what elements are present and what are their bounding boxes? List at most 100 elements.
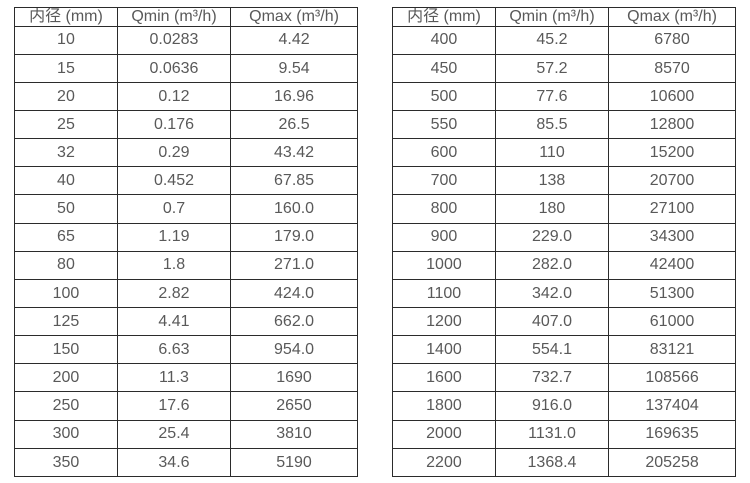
- table-row: 2000 1131.0 169635: [392, 419, 736, 449]
- table-row: 1200 407.0 61000: [392, 306, 736, 337]
- table-cell: 4.42: [230, 25, 358, 55]
- table-cell: 1800: [392, 391, 496, 421]
- table-cell: 0.452: [116, 166, 232, 196]
- flow-table-large-diameters: 内径 (mm) Qmin (m³/h) Qmax (m³/h) 400 45.2 6…: [392, 7, 736, 478]
- table-row: 300 25.4 3810: [14, 419, 358, 449]
- table-cell: 550: [392, 110, 496, 140]
- table-row: 10 0.0283 4.42: [14, 25, 358, 55]
- table-row: 900 229.0 34300: [392, 222, 736, 252]
- column-header-qmax: Qmax (m³/h): [608, 7, 736, 27]
- table-cell: 1000: [392, 250, 496, 280]
- table-cell: 125: [14, 306, 118, 337]
- table-cell: 500: [392, 81, 496, 112]
- table-cell: 424.0: [230, 278, 358, 309]
- table-cell: 169635: [608, 419, 736, 449]
- table-cell: 45.2: [494, 25, 610, 55]
- table-cell: 200: [14, 363, 118, 393]
- table-row: 700 138 20700: [392, 166, 736, 196]
- table-row: 450 57.2 8570: [392, 53, 736, 83]
- table-cell: 25: [14, 110, 118, 140]
- table-row: 1400 554.1 83121: [392, 335, 736, 365]
- table-cell: 916.0: [494, 391, 610, 421]
- table-row: 32 0.29 43.42: [14, 138, 358, 168]
- table-cell: 179.0: [230, 222, 358, 252]
- table-cell: 12800: [608, 110, 736, 140]
- table-cell: 1600: [392, 363, 496, 393]
- table-row: 500 77.6 10600: [392, 81, 736, 112]
- table-cell: 2200: [392, 447, 496, 478]
- table-cell: 34.6: [116, 447, 232, 478]
- table-cell: 150: [14, 335, 118, 365]
- table-row: 1800 916.0 137404: [392, 391, 736, 421]
- table-cell: 1.8: [116, 250, 232, 280]
- table-cell: 20700: [608, 166, 736, 196]
- table-cell: 1131.0: [494, 419, 610, 449]
- column-header-diameter: 内径 (mm): [392, 7, 496, 27]
- table-cell: 0.0636: [116, 53, 232, 83]
- column-header-qmin: Qmin (m³/h): [494, 7, 610, 27]
- table-cell: 700: [392, 166, 496, 196]
- table-header-row: 内径 (mm) Qmin (m³/h) Qmax (m³/h): [14, 7, 358, 27]
- table-cell: 600: [392, 138, 496, 168]
- table-cell: 32: [14, 138, 118, 168]
- table-cell: 1200: [392, 306, 496, 337]
- table-cell: 51300: [608, 278, 736, 309]
- table-row: 65 1.19 179.0: [14, 222, 358, 252]
- table-cell: 15: [14, 53, 118, 83]
- table-cell: 0.7: [116, 194, 232, 224]
- table-cell: 229.0: [494, 222, 610, 252]
- table-cell: 26.5: [230, 110, 358, 140]
- table-cell: 138: [494, 166, 610, 196]
- table-cell: 5190: [230, 447, 358, 478]
- table-cell: 350: [14, 447, 118, 478]
- table-cell: 20: [14, 81, 118, 112]
- table-cell: 61000: [608, 306, 736, 337]
- table-cell: 65: [14, 222, 118, 252]
- table-cell: 554.1: [494, 335, 610, 365]
- table-cell: 83121: [608, 335, 736, 365]
- table-body: 10 0.0283 4.42 15 0.0636 9.54 20 0.12 16.96 25 0.1…: [14, 25, 358, 478]
- table-cell: 40: [14, 166, 118, 196]
- table-cell: 100: [14, 278, 118, 309]
- table-row: 1600 732.7 108566: [392, 363, 736, 393]
- table-cell: 1.19: [116, 222, 232, 252]
- table-cell: 450: [392, 53, 496, 83]
- table-cell: 732.7: [494, 363, 610, 393]
- table-cell: 43.42: [230, 138, 358, 168]
- table-row: 250 17.6 2650: [14, 391, 358, 421]
- table-row: 80 1.8 271.0: [14, 250, 358, 280]
- table-cell: 160.0: [230, 194, 358, 224]
- table-cell: 1368.4: [494, 447, 610, 478]
- table-cell: 205258: [608, 447, 736, 478]
- table-cell: 11.3: [116, 363, 232, 393]
- table-cell: 80: [14, 250, 118, 280]
- table-cell: 400: [392, 25, 496, 55]
- table-row: 400 45.2 6780: [392, 25, 736, 55]
- table-cell: 180: [494, 194, 610, 224]
- table-row: 40 0.452 67.85: [14, 166, 358, 196]
- table-row: 1000 282.0 42400: [392, 250, 736, 280]
- table-row: 150 6.63 954.0: [14, 335, 358, 365]
- table-cell: 9.54: [230, 53, 358, 83]
- table-row: 350 34.6 5190: [14, 447, 358, 478]
- table-cell: 42400: [608, 250, 736, 280]
- table-row: 25 0.176 26.5: [14, 110, 358, 140]
- table-cell: 57.2: [494, 53, 610, 83]
- table-cell: 85.5: [494, 110, 610, 140]
- table-cell: 662.0: [230, 306, 358, 337]
- table-cell: 67.85: [230, 166, 358, 196]
- table-row: 1100 342.0 51300: [392, 278, 736, 309]
- table-cell: 10: [14, 25, 118, 55]
- table-cell: 2000: [392, 419, 496, 449]
- table-row: 20 0.12 16.96: [14, 81, 358, 112]
- table-cell: 3810: [230, 419, 358, 449]
- table-cell: 0.176: [116, 110, 232, 140]
- table-cell: 6.63: [116, 335, 232, 365]
- table-cell: 137404: [608, 391, 736, 421]
- table-cell: 77.6: [494, 81, 610, 112]
- table-cell: 0.12: [116, 81, 232, 112]
- table-row: 125 4.41 662.0: [14, 306, 358, 337]
- table-cell: 15200: [608, 138, 736, 168]
- table-cell: 954.0: [230, 335, 358, 365]
